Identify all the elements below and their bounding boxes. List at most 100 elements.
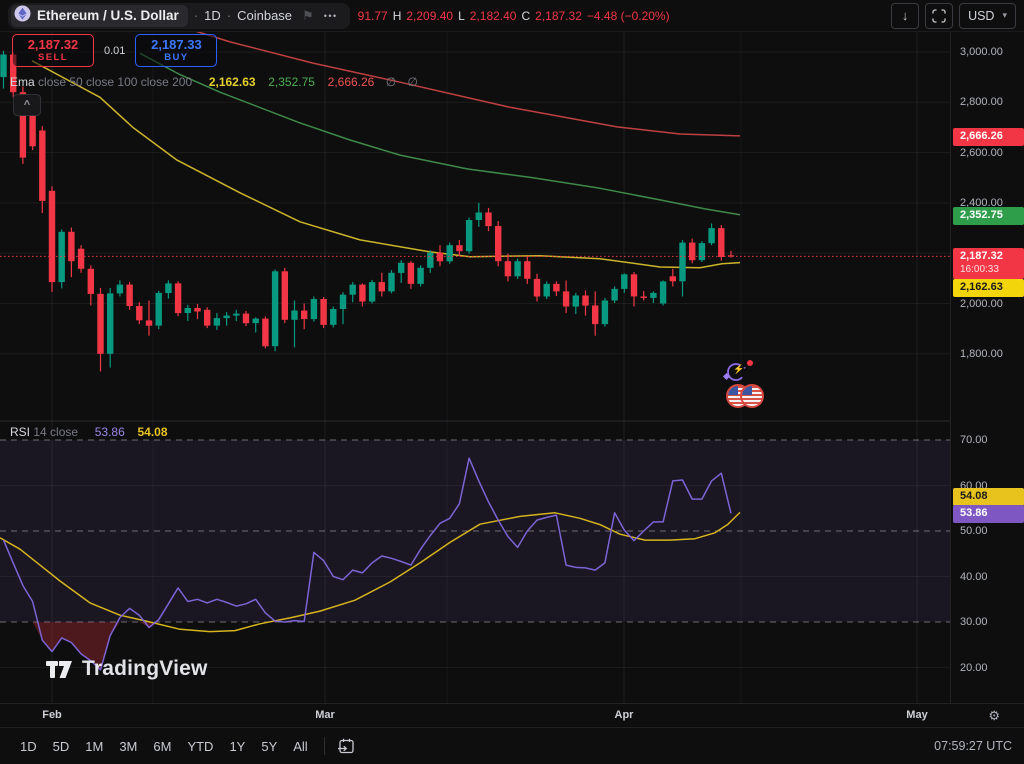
change-value: −4.48 (−0.20%) (586, 8, 670, 23)
download-button[interactable]: ↓ (891, 2, 920, 29)
symbol-title: Ethereum / U.S. Dollar (37, 8, 179, 23)
tradingview-logo-icon (46, 660, 72, 678)
price-tick-label: 2,800.00 (960, 96, 1003, 109)
ema100-value: 2,352.75 (268, 75, 315, 89)
time-axis-month: Feb (42, 709, 62, 721)
rsi-value: 53.86 (94, 425, 125, 439)
rsi-tick-label: 50.00 (960, 525, 988, 537)
rsi-axis-tag: 54.08 (953, 488, 1024, 507)
currency-selector[interactable]: USD ▾ (959, 2, 1016, 29)
timeframe-label[interactable]: 1D (204, 8, 221, 23)
ema-legend-params: close 50 close 100 close 200 (38, 75, 193, 89)
range-5y[interactable]: 5Y (261, 738, 278, 754)
buy-price: 2,187.33 (151, 36, 202, 52)
rsi-ma-value: 54.08 (137, 425, 168, 439)
chevron-up-icon: ^ (23, 99, 31, 111)
close-key: C (521, 8, 531, 23)
lightning-icon: ⚡ (733, 364, 745, 374)
high-key: H (392, 8, 402, 23)
hidden-indicator-icon[interactable]: ∅ (385, 75, 397, 89)
ema-legend[interactable]: Ema close 50 close 100 close 200 2,162.6… (10, 75, 418, 89)
ema-legend-name: Ema (10, 75, 35, 89)
rsi-tick-label: 20.00 (960, 661, 988, 674)
price-tick-label: 2,000.00 (960, 297, 1003, 310)
rsi-legend-params: 14 close (33, 425, 79, 439)
price-axis-tag: 2,666.26 (953, 127, 1024, 146)
legend-collapse-button[interactable]: ^ (13, 94, 41, 116)
price-tick-label: 3,000.00 (960, 46, 1003, 58)
separator-dot: · (226, 8, 232, 23)
ai-events-badge[interactable]: ⚡ (722, 360, 754, 384)
buy-label: BUY (164, 51, 189, 63)
toolbar-right-controls: ↓ USD ▾ (891, 2, 1016, 29)
time-axis-month: Apr (614, 709, 634, 721)
more-options-button[interactable]: ••• (323, 10, 338, 21)
open-value: 91.77 (357, 8, 388, 23)
gear-icon[interactable]: ⚙ (988, 708, 1000, 723)
rsi-tick-label: 40.00 (960, 570, 988, 583)
range-1y[interactable]: 1Y (229, 738, 246, 754)
flag-icon[interactable]: ⚑ (302, 7, 314, 23)
chart-canvas[interactable] (0, 32, 950, 703)
sell-label: SELL (38, 51, 68, 63)
notification-dot (747, 360, 753, 366)
sell-button[interactable]: 2,187.32 SELL (12, 34, 94, 67)
divider (323, 737, 325, 755)
range-6m[interactable]: 6M (153, 738, 172, 754)
bottom-toolbar: 1D 5D 1M 3M 6M YTD 1Y 5Y All 07:59:27 UT… (0, 727, 1024, 764)
economic-events-badge[interactable] (726, 384, 764, 408)
refresh-circle-icon (727, 363, 746, 381)
price-axis-tag: 2,352.75 (953, 206, 1024, 225)
exchange-label[interactable]: Coinbase (237, 8, 293, 23)
price-tick-label: 2,600.00 (960, 146, 1003, 159)
sell-price: 2,187.32 (27, 36, 79, 52)
price-tick-label: 2,400.00 (960, 196, 1003, 209)
low-value: 2,182.40 (469, 8, 517, 23)
time-axis-month: May (906, 709, 928, 721)
rsi-tick-label: 30.00 (960, 616, 988, 628)
fullscreen-button[interactable] (925, 2, 954, 29)
currency-value: USD (968, 8, 995, 23)
time-axis-month: Mar (315, 709, 335, 721)
ohlc-readout: 91.77 H 2,209.40 L 2,182.40 C 2,187.32 −4.4… (358, 9, 670, 23)
range-3m[interactable]: 3M (119, 738, 138, 754)
fullscreen-icon (932, 8, 946, 23)
chevron-down-icon: ▾ (1002, 10, 1007, 20)
rsi-legend[interactable]: RSI 14 close 53.86 54.08 (10, 425, 168, 439)
go-to-date-button[interactable] (333, 734, 359, 758)
price-tick-label: 1,800.00 (960, 347, 1003, 360)
high-value: 2,209.40 (406, 8, 454, 23)
hidden-indicator-icon[interactable]: ∅ (407, 75, 418, 89)
range-1d[interactable]: 1D (20, 738, 37, 754)
close-value: 2,187.32 (535, 8, 582, 23)
time-axis[interactable]: ⚙ Feb Mar Apr May (0, 703, 1024, 727)
buy-button[interactable]: 2,187.33 BUY (135, 34, 218, 67)
range-ytd[interactable]: YTD (187, 738, 214, 754)
rsi-axis-tag: 53.86 (953, 505, 1024, 524)
tradingview-watermark[interactable]: TradingView (46, 657, 208, 681)
rsi-legend-name: RSI (10, 425, 31, 439)
us-flag-icon (740, 384, 764, 408)
price-axis[interactable]: 3,000.00 2,800.00 2,600.00 2,400.00 2,000.00… (950, 32, 1024, 703)
top-toolbar: Ethereum / U.S. Dollar · 1D · Coinbase ⚑… (0, 0, 1024, 32)
spread-value: 0.01 (104, 44, 126, 57)
range-5d[interactable]: 5D (52, 738, 70, 754)
rsi-tick-label: 70.00 (960, 434, 988, 446)
calendar-icon (337, 738, 354, 753)
range-1m[interactable]: 1M (85, 738, 104, 754)
symbol-toolbar-group: Ethereum / U.S. Dollar · 1D · Coinbase ⚑… (8, 2, 350, 29)
separator-dot: · (193, 8, 199, 23)
ema50-value: 2,162.63 (208, 75, 256, 89)
price-axis-tag: 2,187.32 16:00:33 (953, 248, 1024, 279)
ema200-value: 2,666.26 (327, 75, 375, 89)
download-icon: ↓ (901, 8, 909, 23)
clock-utc[interactable]: 07:59:27 UTC (934, 739, 1012, 753)
low-key: L (458, 8, 465, 23)
price-axis-tag: 2,162.63 (953, 279, 1024, 298)
range-all[interactable]: All (293, 738, 308, 754)
ethereum-logo-icon (14, 5, 31, 27)
watermark-text: TradingView (82, 657, 208, 680)
symbol-button[interactable]: Ethereum / U.S. Dollar (11, 4, 188, 27)
trade-panel: 2,187.32 SELL 0.01 2,187.33 BUY (12, 34, 218, 67)
